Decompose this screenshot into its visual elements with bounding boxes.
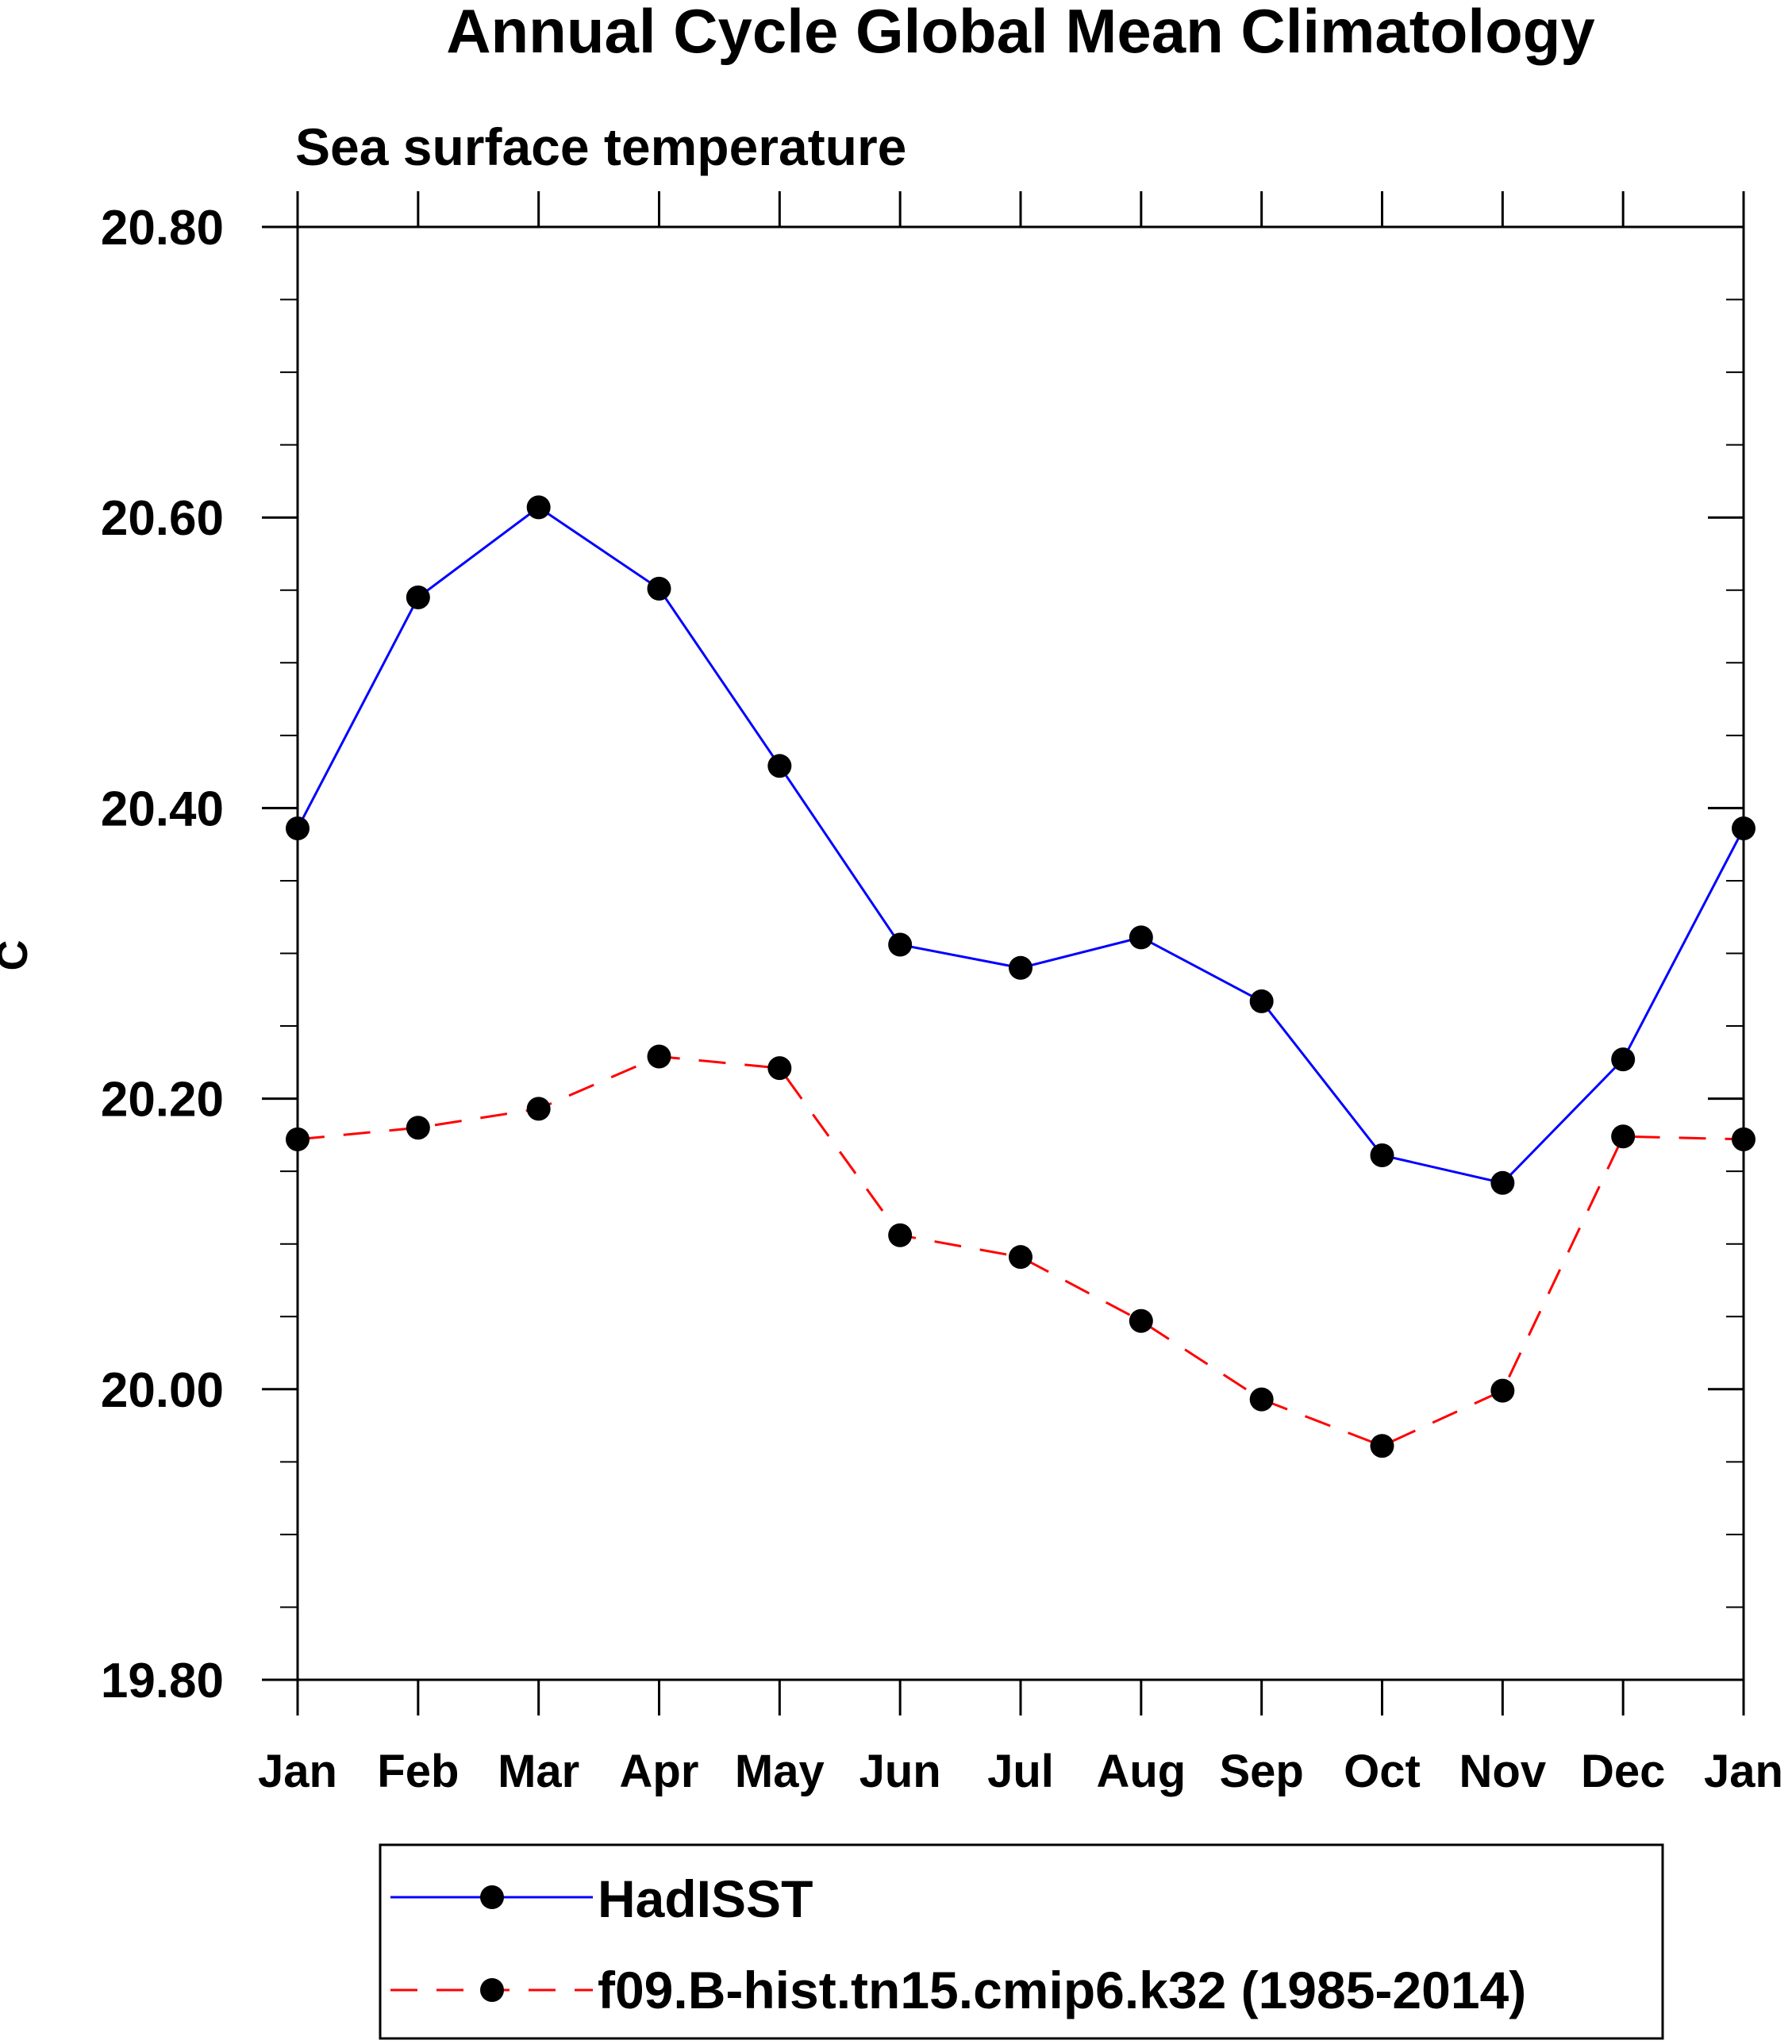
data-point-0: [1732, 816, 1755, 841]
data-point-1: [1490, 1378, 1515, 1403]
data-point-1: [406, 1116, 430, 1140]
legend-label-model: f09.B-hist.tn15.cmip6.k32 (1985-2014): [598, 1961, 1526, 2019]
x-tick-labels: Jan Feb Mar Apr May Jun Jul Aug Sep Oct Nov Dec Jan: [258, 1746, 1783, 1797]
legend-label-hadisst: HadISST: [598, 1869, 813, 1928]
y-tick-label: 20.20: [101, 1073, 224, 1128]
axis-ticks: [262, 191, 1745, 1716]
x-tick-label: Jul: [987, 1746, 1054, 1797]
series-line-0: [296, 505, 1745, 1185]
data-point-0: [647, 576, 671, 601]
series-layer: [286, 495, 1755, 1458]
x-tick-label: May: [735, 1746, 825, 1797]
legend-box: [379, 1843, 1664, 2040]
data-point-1: [1370, 1434, 1394, 1458]
legend: HadISST f09.B-hist.tn15.cmip6.k32 (1985-…: [379, 1843, 1664, 2040]
data-point-0: [1249, 989, 1274, 1013]
y-axis-label: C: [0, 940, 37, 971]
x-tick-label: Dec: [1581, 1746, 1665, 1797]
y-tick-label: 20.60: [101, 491, 224, 546]
data-point-1: [1611, 1124, 1636, 1149]
x-tick-label: Nov: [1459, 1746, 1547, 1797]
data-point-1: [1129, 1308, 1153, 1333]
y-tick-label: 20.00: [101, 1363, 224, 1418]
y-tick-labels: 20.80 20.60 20.40 20.20 20.00 19.80: [101, 201, 224, 1708]
data-point-0: [1129, 925, 1153, 950]
data-point-1: [1732, 1127, 1755, 1151]
legend-marker-hadisst: [480, 1885, 504, 1909]
x-tick-label: Jun: [859, 1746, 941, 1797]
data-point-0: [888, 932, 913, 957]
data-point-1: [286, 1127, 310, 1151]
data-point-0: [1009, 955, 1033, 980]
y-tick-label: 20.40: [101, 782, 224, 836]
y-tick-label: 20.80: [101, 201, 224, 256]
data-point-1: [526, 1097, 551, 1121]
y-tick-label: 19.80: [101, 1654, 224, 1708]
data-point-1: [767, 1056, 792, 1081]
x-tick-label: Oct: [1344, 1746, 1421, 1797]
data-point-0: [1370, 1143, 1394, 1168]
x-tick-label: Aug: [1096, 1746, 1186, 1797]
x-tick-label: Apr: [620, 1746, 699, 1797]
x-tick-label: Mar: [498, 1746, 579, 1797]
data-point-0: [767, 754, 792, 778]
legend-marker-model: [480, 1978, 504, 2002]
data-point-0: [286, 816, 310, 841]
chart-subtitle: Sea surface temperature: [295, 117, 906, 176]
data-point-0: [1611, 1047, 1636, 1072]
data-point-0: [526, 495, 551, 520]
data-point-0: [406, 585, 430, 609]
data-point-1: [888, 1223, 913, 1247]
x-tick-label: Sep: [1219, 1746, 1303, 1797]
x-tick-label: Jan: [258, 1746, 337, 1797]
data-point-1: [1249, 1387, 1274, 1412]
data-point-1: [647, 1044, 671, 1069]
chart-title: Annual Cycle Global Mean Climatology: [446, 0, 1595, 66]
plot-frame: [296, 225, 1745, 1681]
data-point-0: [1490, 1170, 1515, 1195]
x-tick-label: Feb: [377, 1746, 459, 1797]
x-tick-label: Jan: [1704, 1746, 1783, 1797]
data-point-1: [1009, 1245, 1033, 1270]
